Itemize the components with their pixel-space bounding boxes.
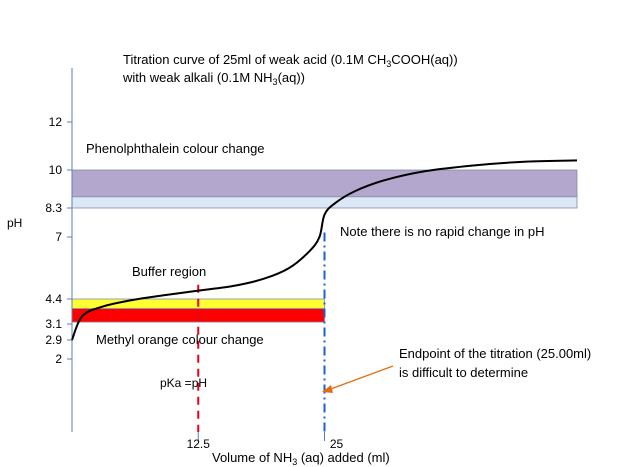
- y-tick-label: 8.3: [45, 201, 62, 215]
- phenolphthalein-label: Phenolphthalein colour change: [86, 141, 265, 156]
- y-tick-label: 3.1: [45, 317, 62, 331]
- y-tick-label: 4.4: [45, 292, 62, 306]
- y-tick-label: 2: [55, 352, 62, 366]
- x-axis-label: Volume of NH3 (aq) added (ml): [212, 450, 390, 467]
- y-tick-label: 12: [49, 115, 63, 129]
- x-ticks: 12.5 25: [187, 432, 344, 451]
- phenolphthalein-band-upper: [71, 169, 578, 198]
- phenolphthalein-band-lower: [71, 196, 578, 209]
- endpoint-note-line-2: is difficult to determine: [399, 365, 528, 380]
- no-rapid-change-note: Note there is no rapid change in pH: [340, 224, 545, 239]
- chart-title-line-1: Titration curve of 25ml of weak acid (0.…: [123, 52, 458, 69]
- pka-label: pKa =pH: [160, 376, 207, 390]
- y-tick-label: 10: [49, 163, 63, 177]
- y-tick-label: 2.9: [45, 333, 62, 347]
- endpoint-arrow: [327, 365, 394, 391]
- methyl-orange-label: Methyl orange colour change: [96, 332, 264, 347]
- endpoint-arrowhead: [322, 385, 333, 393]
- x-tick-label: 12.5: [187, 437, 211, 451]
- chart-title-line-2: with weak alkali (0.1M NH3(aq)): [122, 70, 305, 87]
- endpoint-note-line-1: Endpoint of the titration (25.00ml): [399, 346, 591, 361]
- y-ticks: 12 10 8.3 7 4.4 3.1 2.9 2: [45, 115, 72, 366]
- y-tick-label: 7: [55, 230, 62, 244]
- x-tick-label: 25: [330, 437, 344, 451]
- buffer-region-label: Buffer region: [132, 264, 206, 279]
- titration-curve: [71, 159, 578, 341]
- reference-lines: [197, 232, 326, 432]
- y-axis-label: pH: [7, 216, 22, 230]
